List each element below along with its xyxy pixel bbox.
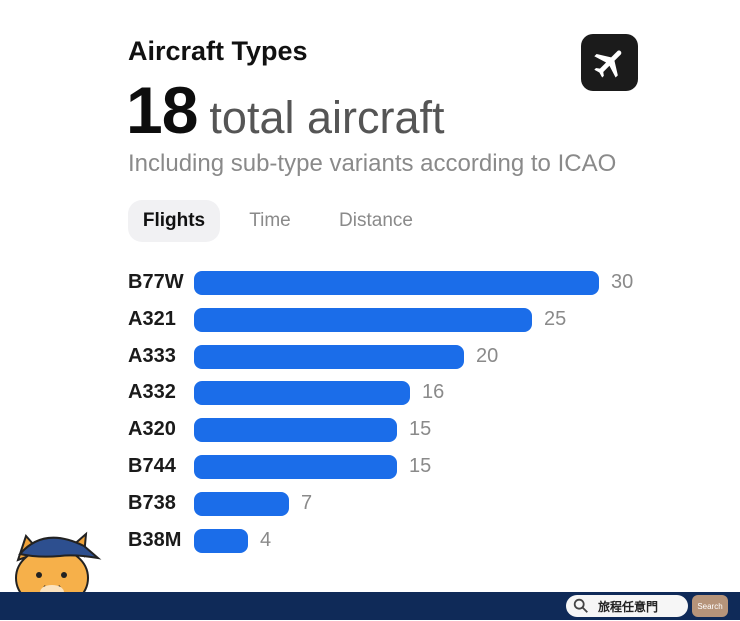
bar-category-label: B77W <box>128 271 184 293</box>
tab-time[interactable]: Time <box>249 210 291 231</box>
total-count: 18 <box>126 73 198 147</box>
bar-category-label: B38M <box>128 528 182 551</box>
bar-category-label: B744 <box>128 455 176 477</box>
tab-flights[interactable]: Flights <box>128 200 220 242</box>
bar <box>194 528 248 553</box>
airplane-icon <box>581 34 638 91</box>
aircraft-types-bar-chart: B77W 30 A321 25 A333 20 A332 16 A320 15 B744 15 B738… <box>128 265 648 565</box>
bar <box>194 344 464 369</box>
bar-category-label: A333 <box>128 344 176 367</box>
bar-row: A321 25 <box>128 302 648 338</box>
bar-value-label: 15 <box>409 455 432 477</box>
bar-value-label: 16 <box>422 381 445 404</box>
bar-row: A320 15 <box>128 412 648 448</box>
page-title: Aircraft Types <box>128 36 308 66</box>
bar-row: B38M 4 <box>128 523 648 559</box>
search-button[interactable]: Search <box>692 595 728 617</box>
bar-value-label: 20 <box>476 344 499 367</box>
total-count-label: total aircraft <box>209 92 445 143</box>
bar-value-label: 25 <box>544 307 567 330</box>
bar-row: B738 7 <box>128 486 648 522</box>
tab-distance[interactable]: Distance <box>339 210 413 231</box>
bar-row: A332 16 <box>128 375 648 411</box>
subtitle: Including sub-type variants according to… <box>128 150 617 177</box>
bar <box>194 307 532 332</box>
bar-category-label: B738 <box>128 491 176 514</box>
bar-row: B77W 30 <box>128 265 648 301</box>
bar <box>194 381 410 406</box>
search-box[interactable]: 旅程任意門 <box>566 595 688 617</box>
search-icon <box>573 598 588 613</box>
search-text: 旅程任意門 <box>598 599 659 614</box>
bar-row: A333 20 <box>128 339 648 375</box>
total-aircraft-summary: 18 total aircraft <box>126 72 445 148</box>
bar <box>194 491 289 516</box>
bar-value-label: 4 <box>260 528 272 551</box>
bar-value-label: 15 <box>409 418 432 441</box>
bar-category-label: A320 <box>128 418 176 441</box>
bar-row: B744 15 <box>128 449 648 485</box>
bar-value-label: 30 <box>611 271 634 293</box>
bar <box>194 455 397 479</box>
bar-category-label: A321 <box>128 307 176 330</box>
bar-value-label: 7 <box>301 491 313 514</box>
bar-category-label: A332 <box>128 381 176 404</box>
bar <box>194 418 397 443</box>
bar <box>194 271 599 295</box>
